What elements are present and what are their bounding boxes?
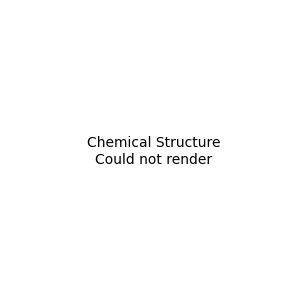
Text: Chemical Structure
Could not render: Chemical Structure Could not render [87,136,220,166]
